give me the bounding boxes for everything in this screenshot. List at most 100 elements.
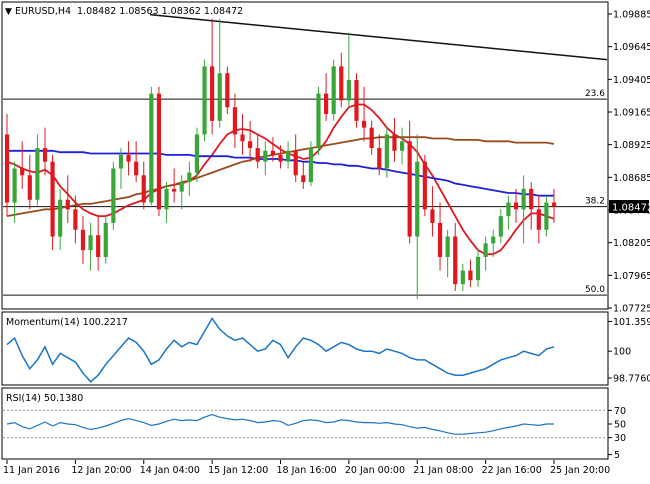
candle-body (392, 134, 397, 151)
fib-level-label: 38.2 (585, 197, 605, 207)
candle-body (42, 148, 48, 162)
candle-body (263, 150, 268, 162)
trendline (149, 13, 608, 61)
momentum-label: Momentum(14) 100.2217 (6, 317, 128, 328)
fib-level-label: 23.6 (585, 89, 605, 99)
rsi-tick-label: 5 (614, 450, 620, 461)
time-tick-label: 11 Jan 2016 (3, 465, 60, 476)
candle-body (149, 93, 154, 203)
time-axis: 11 Jan 2016 12 Jan 20:00 14 Jan 04:00 15 Ja… (3, 460, 610, 476)
candle-body (248, 141, 253, 149)
candle-body (58, 199, 63, 237)
candle-body (361, 120, 367, 128)
time-tick-label: 14 Jan 04:00 (140, 465, 200, 476)
candle-body (483, 243, 488, 257)
header-symbol: EURUSD,H4 (15, 6, 71, 17)
candle-body (202, 66, 207, 135)
rsi-tick-label: 70 (614, 406, 626, 417)
candle-body (513, 202, 519, 210)
candle-body (255, 148, 260, 162)
time-tick-label: 18 Jan 16:00 (277, 465, 337, 476)
last-price-box (609, 200, 649, 213)
time-tick-label: 22 Jan 16:00 (482, 465, 542, 476)
candle-body (506, 202, 511, 217)
candle-body (521, 188, 526, 210)
price-tick-label: 1.08685 (613, 173, 650, 184)
candle-body (331, 66, 336, 115)
candle-body (20, 168, 25, 176)
candle-body (293, 150, 298, 176)
candle-body (377, 148, 382, 169)
candle-body (187, 172, 192, 183)
candle-body (111, 168, 116, 223)
price-tick-label: 1.07725 (613, 304, 650, 315)
candle-body (407, 141, 412, 237)
candle-body (232, 107, 238, 135)
candle-body (354, 80, 359, 121)
main-chart-panel[interactable] (1, 1, 609, 310)
candle-body (430, 209, 435, 223)
time-tick-label: 12 Jan 20:00 (71, 465, 131, 476)
candle-body (544, 202, 549, 230)
momentum-panel[interactable] (1, 311, 609, 386)
price-axis: 1.09885 1.09645 1.09405 1.09165 1.08925 1.086… (608, 10, 650, 315)
candle-body (445, 236, 450, 257)
candle-body (164, 188, 169, 210)
candle-body (65, 199, 70, 210)
price-tick-label: 1.09645 (613, 42, 650, 53)
candle-body (96, 235, 101, 257)
rsi-label: RSI(14) 50.1380 (6, 393, 83, 404)
candle-body (126, 154, 131, 162)
header-ohlc: 1.08482 1.08563 1.08362 1.08472 (77, 6, 243, 17)
fib-level-label: 50.0 (585, 285, 605, 295)
price-tick-label: 1.08205 (613, 238, 650, 249)
candle-body (437, 222, 443, 257)
candle-body (217, 73, 222, 121)
price-tick-label: 1.08925 (613, 140, 650, 151)
rsi-panel[interactable] (1, 387, 609, 460)
candle-body (323, 93, 329, 115)
candle-body (498, 216, 503, 237)
candle-body (118, 154, 124, 169)
candle-body (286, 150, 291, 162)
candle-body (80, 229, 86, 251)
candle-body (468, 270, 473, 281)
candle-body (50, 161, 55, 237)
momentum-line (6, 317, 555, 383)
candle-body (339, 66, 344, 101)
candle-body (240, 134, 245, 142)
candle-body (301, 175, 306, 183)
candle-body (308, 148, 313, 183)
candle-body (194, 134, 200, 173)
candle-body (384, 134, 389, 169)
candle-body (73, 209, 78, 230)
candle-body (179, 182, 184, 192)
candle-body (491, 236, 496, 244)
last-price-label: 1.08472 (612, 203, 650, 214)
candle-body (225, 73, 230, 108)
candle-body (210, 66, 215, 121)
candle-body (369, 127, 374, 149)
candlestick-series (4, 18, 557, 300)
rsi-axis: 70 50 30 5 (3, 406, 626, 461)
candle-body (103, 222, 108, 257)
candle-body (134, 161, 139, 176)
rsi-tick-label: 30 (614, 433, 626, 444)
price-tick-label: 1.09885 (613, 10, 650, 21)
candle-body (12, 168, 17, 203)
candle-body (278, 154, 283, 162)
candle-body (475, 256, 481, 281)
time-tick-label: 21 Jan 08:00 (413, 465, 473, 476)
time-tick-label: 20 Jan 00:00 (345, 465, 405, 476)
candle-body (172, 188, 177, 192)
candle-body (156, 93, 162, 210)
candle-body (415, 161, 420, 237)
candle-body (4, 134, 10, 203)
candle-body (460, 270, 465, 285)
candle-body (453, 236, 458, 285)
candle-body (27, 175, 32, 200)
